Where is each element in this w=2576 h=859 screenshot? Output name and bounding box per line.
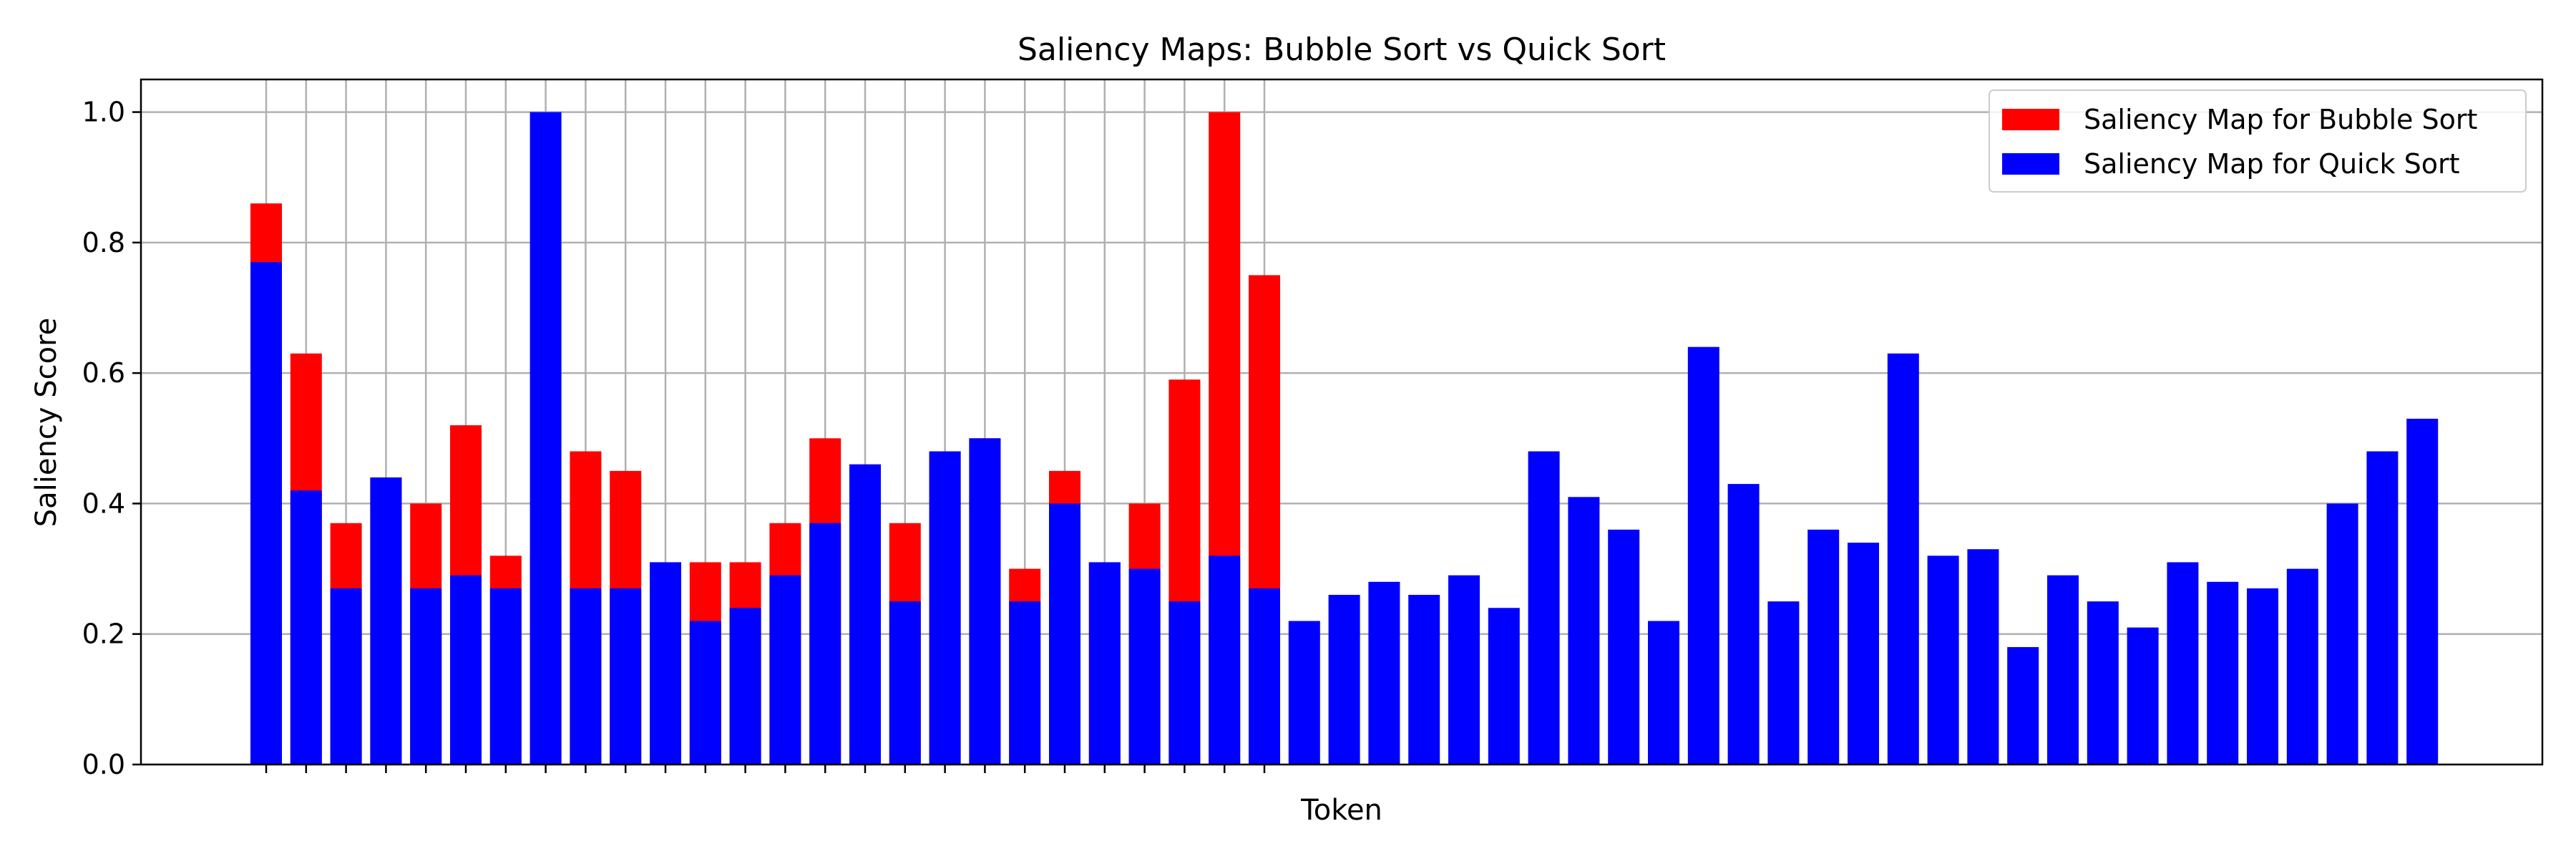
bar-quick-sort: [290, 490, 322, 765]
bar-quick-sort: [969, 438, 1001, 765]
y-tick-label: 0.2: [82, 618, 125, 650]
chart-title: Saliency Maps: Bubble Sort vs Quick Sort: [1018, 31, 1666, 68]
bar-quick-sort: [889, 601, 921, 765]
bar-quick-sort: [370, 477, 402, 765]
y-tick-label: 0.6: [82, 357, 125, 389]
bar-quick-sort: [1128, 568, 1161, 765]
bar-quick-sort: [410, 588, 442, 765]
legend-swatch-quick-sort: [2002, 153, 2059, 175]
legend-box: [1989, 89, 2527, 193]
bar-quick-sort: [1767, 601, 1800, 765]
bar-quick-sort: [2326, 503, 2358, 765]
bar-quick-sort: [689, 621, 721, 765]
axes: 0.0 0.2 0.4 0.6 0.8 1.0: [82, 78, 2544, 780]
bar-quick-sort: [530, 112, 562, 765]
bar-quick-sort: [1288, 621, 1320, 765]
bar-quick-sort: [2406, 418, 2439, 765]
bar-quick-sort: [450, 575, 482, 765]
bar-quick-sort: [1328, 595, 1360, 765]
bar-quick-sort: [1368, 581, 1400, 765]
bar-quick-sort: [929, 451, 961, 765]
bar-quick-sort: [2047, 575, 2079, 765]
y-tick-label: 0.8: [82, 227, 125, 258]
bar-quick-sort: [769, 575, 801, 765]
plot-frame: [140, 78, 2544, 766]
bar-quick-sort: [1967, 549, 1999, 765]
bar-quick-sort: [1528, 451, 1560, 765]
bar-quick-sort: [1169, 601, 1201, 765]
bar-quick-sort: [2007, 646, 2039, 765]
bar-quick-sort: [570, 588, 602, 765]
bar-quick-sort: [1568, 497, 1600, 765]
bar-quick-sort: [1648, 621, 1679, 765]
bar-quick-sort: [1448, 575, 1480, 765]
y-axis-label: Saliency Score: [30, 318, 63, 528]
bar-quick-sort: [1488, 608, 1520, 765]
bar-quick-sort: [1727, 484, 1760, 765]
bar-quick-sort: [1088, 562, 1121, 765]
legend: Saliency Map for Bubble Sort Saliency Ma…: [1989, 89, 2527, 193]
y-tick-label: 0.0: [82, 749, 125, 780]
legend-swatch-bubble-sort: [2002, 109, 2059, 130]
legend-label-bubble-sort: Saliency Map for Bubble Sort: [2084, 104, 2477, 135]
bar-quick-sort: [250, 262, 282, 765]
y-tick-label: 0.4: [82, 487, 125, 519]
bar-quick-sort: [650, 562, 681, 765]
bar-quick-sort: [2167, 562, 2199, 765]
bar-quick-sort: [1408, 595, 1440, 765]
bar-quick-sort: [330, 588, 362, 765]
bar-quick-sort: [849, 464, 881, 765]
bar-quick-sort: [1209, 555, 1241, 765]
bar-quick-sort: [1687, 346, 1719, 765]
bar-quick-sort: [2286, 568, 2318, 765]
bar-quick-sort: [2087, 601, 2119, 765]
legend-label-quick-sort: Saliency Map for Quick Sort: [2084, 148, 2459, 180]
bar-quick-sort: [1807, 529, 1840, 765]
bar-quick-sort: [2366, 451, 2399, 765]
bar-quick-sort: [1927, 555, 1959, 765]
bar-quick-sort: [2247, 588, 2278, 765]
bar-quick-sort: [809, 523, 841, 765]
bar-quick-sort: [1887, 353, 1919, 765]
bar-quick-sort: [610, 588, 642, 765]
bars: [250, 112, 2439, 765]
bar-quick-sort: [1608, 529, 1640, 765]
bar-quick-sort: [1009, 601, 1041, 765]
bar-quick-sort: [1049, 503, 1080, 765]
y-tick-label: 1.0: [82, 97, 125, 128]
bar-quick-sort: [2127, 627, 2159, 765]
bar-quick-sort: [1848, 543, 1879, 765]
bar-quick-sort: [489, 588, 522, 765]
x-axis-label: Token: [1300, 794, 1382, 827]
bar-quick-sort: [2207, 581, 2239, 765]
bar-quick-sort: [729, 608, 761, 765]
bar-quick-sort: [1249, 588, 1280, 765]
